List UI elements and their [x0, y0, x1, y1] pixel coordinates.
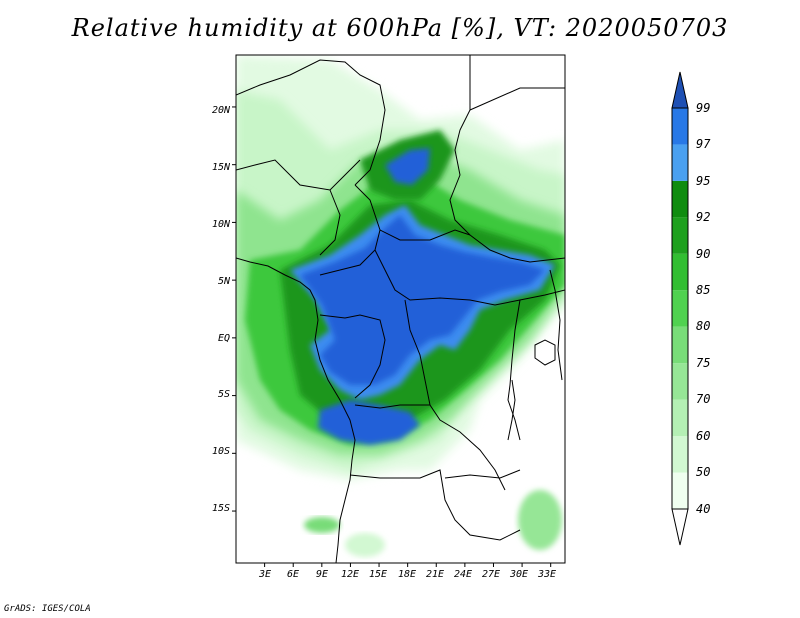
colorbar-box-85 — [672, 253, 688, 291]
humidity-patch-southwest — [304, 517, 340, 533]
colorbar-box-50 — [672, 436, 688, 473]
colorbar: 99 97 95 92 90 85 80 75 70 60 50 40 — [671, 71, 711, 546]
latitude-axis: 20N 15N 10N 5N EQ 5S 10S 15S — [212, 105, 236, 514]
lake-tanganyika — [507, 379, 516, 441]
humidity-patch-south — [345, 533, 385, 557]
humidity-band-97-northcore — [385, 148, 430, 185]
lat-label-20n: 20N — [212, 105, 231, 116]
colorbar-top-arrow — [671, 71, 689, 109]
border-12 — [444, 469, 521, 479]
border-1 — [236, 59, 386, 186]
lon-label-30e: 30E — [509, 569, 528, 580]
lat-label-5n: 5N — [218, 276, 231, 287]
colorbar-box-60 — [672, 399, 688, 437]
lat-label-10n: 10N — [212, 219, 231, 230]
colorbar-bottom-arrow — [671, 508, 689, 546]
border-9 — [404, 299, 506, 491]
humidity-field — [236, 55, 565, 563]
colorbar-box-95 — [672, 144, 688, 181]
lon-label-33e: 33E — [537, 569, 556, 580]
colorbar-label-92: 92 — [696, 210, 710, 224]
colorbar-label-70: 70 — [696, 392, 710, 406]
colorbar-box-75 — [672, 326, 688, 364]
lat-label-10s: 10S — [212, 446, 230, 457]
colorbar-label-40: 40 — [696, 502, 710, 516]
colorbar-label-80: 80 — [696, 319, 710, 333]
colorbar-label-97: 97 — [696, 137, 711, 151]
latitude-ticks — [232, 106, 236, 512]
lon-label-6e: 6E — [287, 569, 299, 580]
coastline-west — [236, 257, 356, 563]
longitude-axis: 3E 6E 9E 12E 15E 18E 21E 24E 27E 30E 33E — [258, 563, 556, 580]
map-frame — [235, 54, 566, 564]
country-boundaries — [236, 55, 565, 563]
lon-label-24e: 24E — [454, 569, 472, 580]
border-15 — [549, 269, 563, 381]
colorbar-box-70 — [672, 363, 688, 400]
lon-label-9e: 9E — [316, 569, 328, 580]
border-6 — [379, 229, 471, 241]
lon-label-27e: 27E — [482, 569, 500, 580]
border-4 — [469, 87, 565, 111]
lon-label-15e: 15E — [369, 569, 387, 580]
map-title: Relative humidity at 600hPa [%], VT: 202… — [71, 14, 729, 42]
colorbar-label-99: 99 — [696, 101, 710, 115]
border-7 — [374, 249, 565, 306]
colorbar-box-90 — [672, 217, 688, 254]
border-14 — [319, 189, 341, 256]
colorbar-label-85: 85 — [696, 283, 710, 297]
humidity-patch-southeast — [518, 490, 562, 550]
colorbar-box-97 — [672, 108, 688, 145]
border-10 — [354, 404, 430, 409]
lat-label-15n: 15N — [212, 162, 231, 173]
lat-label-eq: EQ — [218, 333, 230, 344]
border-3 — [449, 55, 565, 263]
border-8 — [319, 314, 386, 399]
colorbar-box-92 — [672, 180, 688, 218]
colorbar-label-95: 95 — [696, 174, 710, 188]
border-11 — [349, 469, 521, 541]
lon-label-21e: 21E — [426, 569, 444, 580]
border-13 — [507, 299, 521, 441]
lat-label-5s: 5S — [218, 389, 230, 400]
humidity-band-97-south — [318, 400, 420, 445]
longitude-ticks — [264, 563, 552, 567]
lake-victoria — [534, 339, 556, 366]
lon-label-12e: 12E — [341, 569, 359, 580]
colorbar-label-75: 75 — [696, 356, 710, 370]
lon-label-3e: 3E — [258, 569, 271, 580]
colorbar-boxes — [671, 107, 689, 510]
colorbar-label-90: 90 — [696, 247, 710, 261]
footer-credit: GrADS: IGES/COLA — [4, 604, 91, 614]
colorbar-box-80 — [672, 290, 688, 327]
colorbar-label-50: 50 — [696, 465, 710, 479]
colorbar-label-60: 60 — [696, 429, 710, 443]
border-2 — [236, 159, 361, 191]
humidity-band-97 — [300, 215, 545, 385]
lat-label-15s: 15S — [212, 503, 230, 514]
colorbar-box-40 — [672, 472, 688, 509]
lon-label-18e: 18E — [398, 569, 416, 580]
